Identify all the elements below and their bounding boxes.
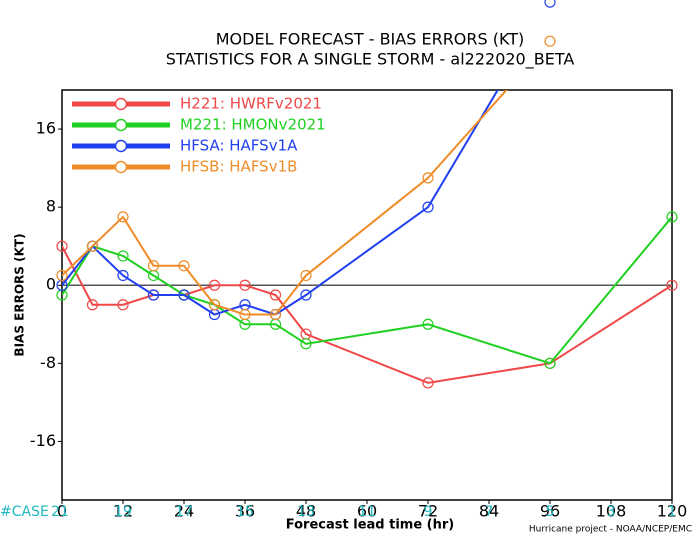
data-point (544, 357, 556, 369)
footer: Hurricane project - NOAA/NCEP/EMC (529, 525, 692, 535)
data-point (269, 289, 282, 301)
case-label: #CASE (0, 504, 49, 520)
case-count: 1 (668, 504, 677, 520)
case-count: 13 (297, 504, 315, 520)
chart-subtitle: STATISTICS FOR A SINGLE STORM - al222020… (166, 50, 575, 70)
data-point (422, 172, 434, 184)
data-point (422, 318, 434, 330)
y-tick-label: -16 (30, 431, 56, 450)
x-tick-label: 0 (57, 502, 67, 521)
data-point (300, 338, 312, 350)
series-line (62, 90, 508, 316)
x-tick-label: 12 (113, 502, 133, 521)
series-line (62, 90, 499, 316)
x-tick-label: 24 (174, 502, 194, 521)
data-point (178, 260, 190, 272)
x-tick-label: 36 (235, 502, 255, 521)
legend-label: HFSB: HAFSv1B (180, 158, 297, 176)
data-point (269, 308, 282, 321)
case-count: 3 (607, 504, 616, 520)
legend-marker (114, 139, 128, 153)
case-count: 5 (546, 504, 555, 520)
legend-marker (114, 97, 128, 111)
legend-label: HFSA: HAFSv1A (180, 137, 298, 155)
data-point (239, 308, 251, 321)
data-point (117, 269, 129, 282)
data-point (300, 289, 312, 301)
data-point (544, 0, 556, 8)
data-point (300, 269, 312, 282)
x-tick-label: 48 (296, 502, 316, 521)
data-point (544, 35, 556, 47)
data-point (422, 201, 434, 213)
y-tick-label: 16 (36, 119, 56, 138)
data-point (117, 250, 129, 262)
case-count: 17 (175, 504, 193, 520)
case-count: 19 (114, 504, 132, 520)
data-point (147, 289, 160, 301)
x-tick-label: 120 (657, 502, 688, 521)
y-tick-label: -8 (40, 353, 56, 372)
case-count: 21 (51, 504, 69, 520)
data-point (666, 279, 678, 291)
data-point (117, 299, 129, 311)
chart-title: MODEL FORECAST - BIAS ERRORS (KT) (216, 30, 525, 49)
data-point (208, 299, 221, 311)
data-point (86, 299, 99, 311)
legend-marker (114, 118, 128, 132)
data-point (422, 377, 434, 389)
y-axis-label: BIAS ERRORS (KT) (13, 233, 27, 356)
x-tick-label: 108 (596, 502, 627, 521)
x-tick-label: 84 (479, 502, 499, 521)
legend-marker (114, 160, 128, 174)
y-tick-label: 0 (46, 275, 56, 294)
data-point (86, 240, 99, 252)
legend-label: M221: HMONv2021 (180, 116, 326, 134)
case-count: 15 (236, 504, 254, 520)
x-tick-label: 60 (357, 502, 377, 521)
data-point (666, 211, 678, 223)
x-axis-label: Forecast lead time (hr) (286, 518, 454, 533)
data-point (56, 240, 68, 252)
data-point (178, 289, 190, 301)
data-point (56, 269, 68, 282)
data-point (117, 211, 129, 223)
y-tick-label: 8 (46, 197, 56, 216)
x-tick-label: 96 (540, 502, 560, 521)
case-count: 11 (358, 504, 376, 520)
legend-label: H221: HWRFv2021 (180, 95, 322, 113)
data-point (239, 279, 251, 291)
x-tick-label: 72 (418, 502, 438, 521)
case-count: 9 (424, 504, 433, 520)
data-point (208, 279, 221, 291)
data-point (147, 260, 160, 272)
case-count: 7 (485, 504, 494, 520)
